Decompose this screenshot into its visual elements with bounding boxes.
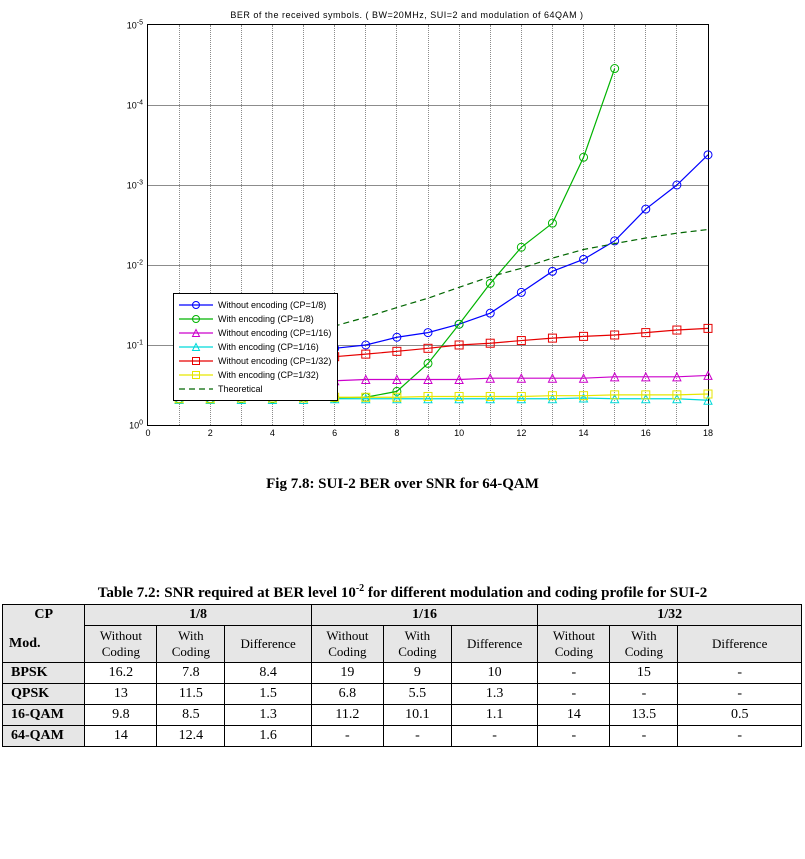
- xtick: 10: [454, 428, 464, 438]
- row-modulation: QPSK: [3, 684, 85, 705]
- subheader: WithoutCoding: [85, 626, 157, 663]
- legend-item: Theoretical: [178, 382, 331, 396]
- subheader: Difference: [678, 626, 802, 663]
- table-caption-post: for different modulation and coding prof…: [364, 585, 707, 601]
- legend-label: Without encoding (CP=1/16): [218, 328, 331, 338]
- subheader: WithoutCoding: [538, 626, 610, 663]
- xtick: 14: [579, 428, 589, 438]
- subheader: Difference: [225, 626, 311, 663]
- xtick: 18: [703, 428, 713, 438]
- legend-item: Without encoding (CP=1/8): [178, 298, 331, 312]
- cell-value: 0.5: [678, 705, 802, 726]
- cell-value: 8.5: [157, 705, 225, 726]
- header-mod: Mod.: [3, 626, 85, 663]
- ytick: 100: [129, 420, 143, 431]
- ytick: 10-3: [127, 180, 143, 191]
- cell-value: 19: [311, 663, 383, 684]
- legend-item: Without encoding (CP=1/32): [178, 354, 331, 368]
- xtick: 16: [641, 428, 651, 438]
- legend-item: With encoding (CP=1/8): [178, 312, 331, 326]
- subheader: WithCoding: [610, 626, 678, 663]
- cell-value: -: [383, 726, 451, 747]
- cell-value: 9: [383, 663, 451, 684]
- cell-value: -: [451, 726, 537, 747]
- header-cpgroup: 1/16: [311, 605, 538, 626]
- cell-value: -: [538, 726, 610, 747]
- ber-chart: BER of the received symbols. ( BW=20MHz,…: [107, 10, 707, 426]
- cell-value: 16.2: [85, 663, 157, 684]
- xtick: 12: [516, 428, 526, 438]
- cell-value: 14: [85, 726, 157, 747]
- page: BER of the received symbols. ( BW=20MHz,…: [0, 10, 805, 747]
- cell-value: -: [678, 663, 802, 684]
- table-caption: Table 7.2: SNR required at BER level 10-…: [0, 583, 805, 602]
- snr-table: CP1/81/161/32Mod.WithoutCodingWithCoding…: [2, 604, 802, 747]
- cell-value: 10: [451, 663, 537, 684]
- cell-value: -: [538, 684, 610, 705]
- row-modulation: 64-QAM: [3, 726, 85, 747]
- figure-caption: Fig 7.8: SUI-2 BER over SNR for 64-QAM: [0, 476, 805, 493]
- ytick: 10-5: [127, 20, 143, 31]
- cell-value: -: [610, 726, 678, 747]
- legend-label: With encoding (CP=1/16): [218, 342, 319, 352]
- cell-value: 8.4: [225, 663, 311, 684]
- xtick: 0: [145, 428, 150, 438]
- cell-value: 12.4: [157, 726, 225, 747]
- cell-value: 1.6: [225, 726, 311, 747]
- legend-label: With encoding (CP=1/32): [218, 370, 319, 380]
- xtick: 2: [208, 428, 213, 438]
- row-modulation: BPSK: [3, 663, 85, 684]
- cell-value: 13: [85, 684, 157, 705]
- legend-item: Without encoding (CP=1/16): [178, 326, 331, 340]
- legend-label: With encoding (CP=1/8): [218, 314, 314, 324]
- cell-value: 11.2: [311, 705, 383, 726]
- cell-value: 13.5: [610, 705, 678, 726]
- table-caption-sup: -2: [356, 583, 364, 594]
- ytick: 10-4: [127, 100, 143, 111]
- cell-value: -: [678, 684, 802, 705]
- ytick: 10-2: [127, 260, 143, 271]
- cell-value: 5.5: [383, 684, 451, 705]
- cell-value: 1.1: [451, 705, 537, 726]
- legend-label: Without encoding (CP=1/32): [218, 356, 331, 366]
- legend-item: With encoding (CP=1/16): [178, 340, 331, 354]
- xtick: 8: [394, 428, 399, 438]
- cell-value: 9.8: [85, 705, 157, 726]
- cell-value: 11.5: [157, 684, 225, 705]
- header-cpgroup: 1/8: [85, 605, 312, 626]
- subheader: WithCoding: [383, 626, 451, 663]
- chart-plot-area: 02468101214161810010-110-210-310-410-5Wi…: [147, 24, 709, 426]
- cell-value: -: [610, 684, 678, 705]
- table-caption-pre: Table 7.2: SNR required at BER level 10: [98, 585, 356, 601]
- legend-label: Without encoding (CP=1/8): [218, 300, 326, 310]
- cell-value: 1.5: [225, 684, 311, 705]
- cell-value: -: [311, 726, 383, 747]
- subheader: Difference: [451, 626, 537, 663]
- cell-value: 7.8: [157, 663, 225, 684]
- chart-title: BER of the received symbols. ( BW=20MHz,…: [107, 10, 707, 20]
- cell-value: 1.3: [225, 705, 311, 726]
- cell-value: 6.8: [311, 684, 383, 705]
- row-modulation: 16-QAM: [3, 705, 85, 726]
- header-cp: CP: [3, 605, 85, 626]
- cell-value: 14: [538, 705, 610, 726]
- cell-value: -: [538, 663, 610, 684]
- subheader: WithoutCoding: [311, 626, 383, 663]
- legend-label: Theoretical: [218, 384, 263, 394]
- ytick: 10-1: [127, 340, 143, 351]
- xtick: 6: [332, 428, 337, 438]
- chart-legend: Without encoding (CP=1/8) With encoding (…: [173, 293, 338, 401]
- cell-value: 10.1: [383, 705, 451, 726]
- cell-value: -: [678, 726, 802, 747]
- legend-item: With encoding (CP=1/32): [178, 368, 331, 382]
- xtick: 4: [270, 428, 275, 438]
- subheader: WithCoding: [157, 626, 225, 663]
- cell-value: 1.3: [451, 684, 537, 705]
- header-cpgroup: 1/32: [538, 605, 802, 626]
- cell-value: 15: [610, 663, 678, 684]
